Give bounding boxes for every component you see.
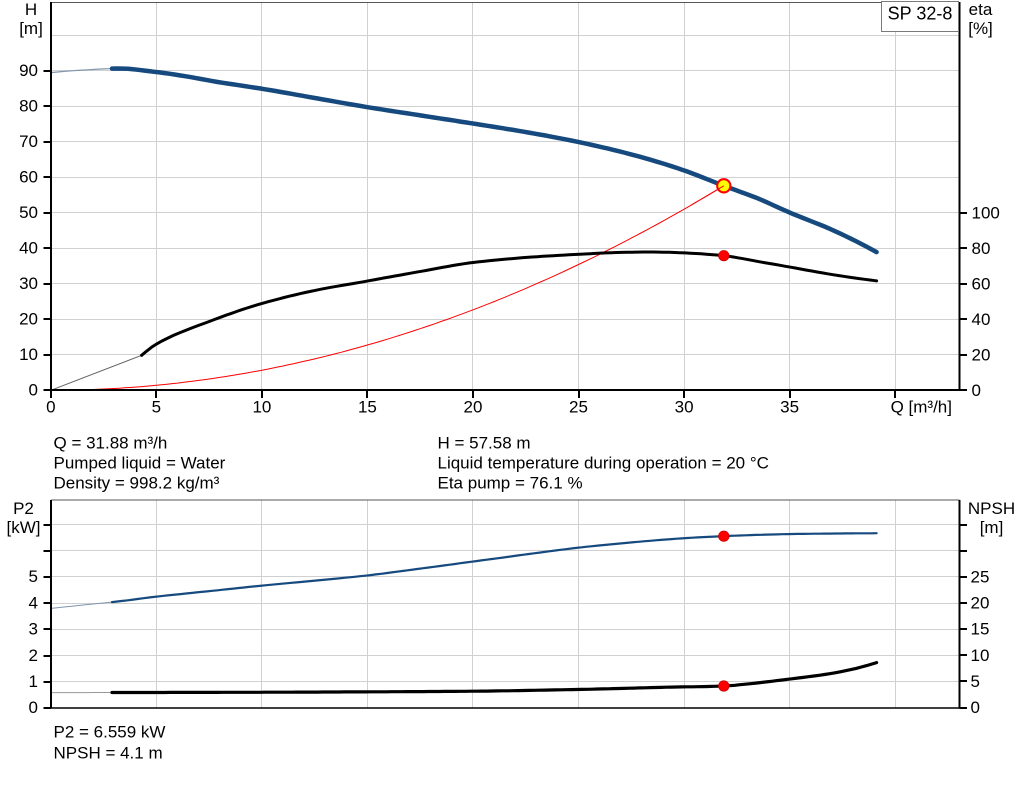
svg-text:Q [m³/h]: Q [m³/h] bbox=[891, 397, 952, 416]
svg-text:3: 3 bbox=[29, 620, 38, 639]
svg-text:0: 0 bbox=[971, 698, 980, 717]
svg-text:60: 60 bbox=[972, 274, 991, 293]
svg-text:[m]: [m] bbox=[980, 518, 1004, 537]
svg-text:25: 25 bbox=[971, 568, 990, 587]
svg-text:15: 15 bbox=[358, 397, 377, 416]
svg-text:30: 30 bbox=[675, 397, 694, 416]
svg-text:10: 10 bbox=[971, 646, 990, 665]
svg-text:P2: P2 bbox=[13, 499, 34, 518]
svg-text:4: 4 bbox=[29, 593, 38, 612]
svg-text:Eta pump = 76.1 %: Eta pump = 76.1 % bbox=[438, 473, 583, 492]
svg-text:80: 80 bbox=[972, 239, 991, 258]
svg-text:40: 40 bbox=[972, 310, 991, 329]
svg-text:2: 2 bbox=[29, 646, 38, 665]
svg-text:50: 50 bbox=[19, 203, 38, 222]
svg-text:70: 70 bbox=[19, 132, 38, 151]
svg-text:Liquid temperature during oper: Liquid temperature during operation = 20… bbox=[438, 453, 769, 472]
svg-text:60: 60 bbox=[19, 167, 38, 186]
svg-text:0: 0 bbox=[46, 397, 55, 416]
svg-text:20: 20 bbox=[19, 310, 38, 329]
svg-text:40: 40 bbox=[19, 238, 38, 257]
svg-text:Q = 31.88 m³/h: Q = 31.88 m³/h bbox=[54, 433, 168, 452]
svg-text:NPSH = 4.1 m: NPSH = 4.1 m bbox=[54, 743, 163, 762]
svg-text:0: 0 bbox=[972, 381, 981, 400]
svg-text:H = 57.58 m: H = 57.58 m bbox=[438, 433, 531, 452]
svg-text:Density = 998.2 kg/m³: Density = 998.2 kg/m³ bbox=[54, 473, 220, 492]
svg-text:15: 15 bbox=[971, 620, 990, 639]
svg-text:Pumped liquid = Water: Pumped liquid = Water bbox=[54, 453, 226, 472]
svg-text:SP 32-8: SP 32-8 bbox=[888, 4, 953, 24]
svg-text:25: 25 bbox=[569, 397, 588, 416]
svg-text:[%]: [%] bbox=[968, 19, 993, 38]
svg-text:H: H bbox=[25, 0, 37, 19]
svg-text:[m]: [m] bbox=[19, 19, 43, 38]
svg-text:eta: eta bbox=[969, 0, 993, 19]
svg-text:10: 10 bbox=[19, 345, 38, 364]
svg-text:0: 0 bbox=[29, 381, 38, 400]
svg-text:20: 20 bbox=[464, 397, 483, 416]
svg-text:35: 35 bbox=[780, 397, 799, 416]
svg-text:[kW]: [kW] bbox=[7, 518, 41, 537]
svg-text:NPSH: NPSH bbox=[968, 499, 1015, 518]
svg-text:10: 10 bbox=[252, 397, 271, 416]
svg-text:P2 = 6.559 kW: P2 = 6.559 kW bbox=[54, 722, 166, 741]
svg-text:80: 80 bbox=[19, 96, 38, 115]
svg-text:5: 5 bbox=[152, 397, 161, 416]
svg-text:0: 0 bbox=[29, 698, 38, 717]
svg-text:30: 30 bbox=[19, 274, 38, 293]
svg-text:1: 1 bbox=[29, 672, 38, 691]
svg-text:5: 5 bbox=[29, 567, 38, 586]
svg-text:20: 20 bbox=[972, 345, 991, 364]
svg-text:90: 90 bbox=[19, 61, 38, 80]
svg-text:20: 20 bbox=[971, 594, 990, 613]
svg-text:100: 100 bbox=[972, 203, 1000, 222]
svg-text:5: 5 bbox=[971, 672, 980, 691]
